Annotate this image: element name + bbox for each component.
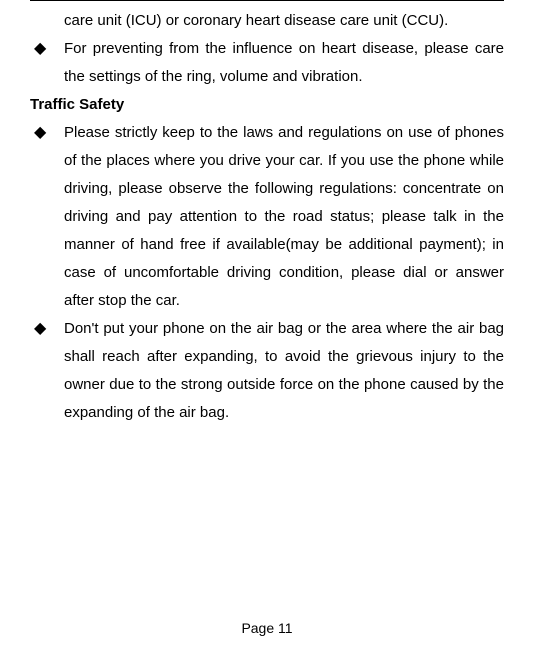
list-item: ◆ For preventing from the influence on h… <box>30 35 504 91</box>
list-item: ◆ Don't put your phone on the air bag or… <box>30 315 504 427</box>
section-heading: Traffic Safety <box>30 91 504 119</box>
bullet-text: Please strictly keep to the laws and reg… <box>64 119 504 315</box>
diamond-bullet-icon: ◆ <box>30 35 64 91</box>
page-number: Page 11 <box>0 620 534 636</box>
diamond-bullet-icon: ◆ <box>30 315 64 427</box>
diamond-bullet-icon: ◆ <box>30 119 64 315</box>
document-page: care unit (ICU) or coronary heart diseas… <box>0 0 534 650</box>
continued-paragraph: care unit (ICU) or coronary heart diseas… <box>30 7 504 35</box>
list-item: ◆ Please strictly keep to the laws and r… <box>30 119 504 315</box>
bullet-text: For preventing from the influence on hea… <box>64 35 504 91</box>
top-divider <box>30 0 504 1</box>
bullet-text: Don't put your phone on the air bag or t… <box>64 315 504 427</box>
